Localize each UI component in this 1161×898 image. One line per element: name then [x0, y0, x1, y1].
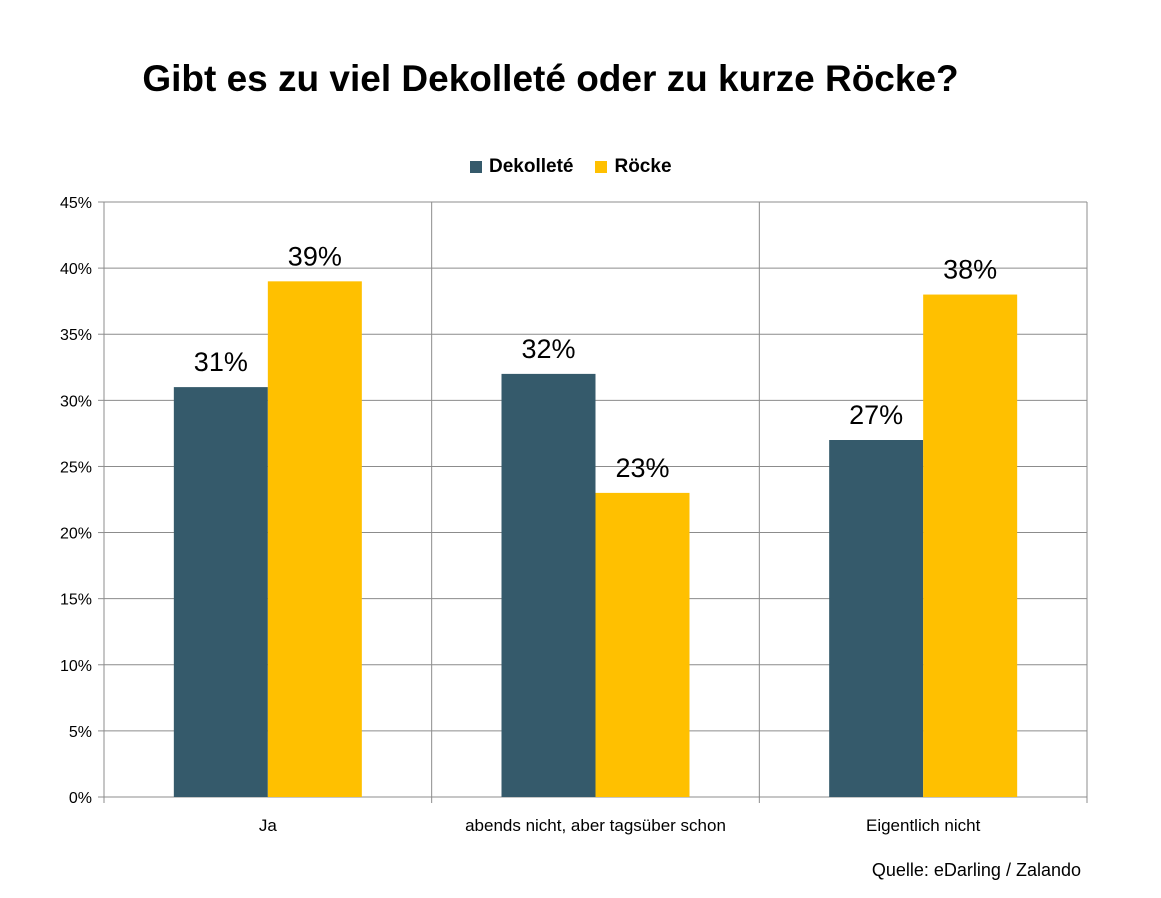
- y-tick-label-15: 15%: [60, 592, 92, 609]
- legend: Dekolleté Röcke: [470, 156, 694, 178]
- x-tick-label-1: Ja: [259, 816, 278, 835]
- legend-swatch-roecke: [595, 161, 608, 173]
- y-tick-label-45: 45%: [60, 195, 92, 212]
- data-label-roecke-1: 39%: [288, 241, 342, 271]
- y-tick-label-35: 35%: [60, 327, 92, 344]
- chart-title-text: Gibt es zu viel Dekolleté oder zu kurze …: [142, 58, 959, 99]
- x-tick-label-2: abends nicht, aber tagsüber schon: [465, 816, 726, 835]
- bar-roecke-2: [595, 492, 690, 797]
- y-tick-label-5: 5%: [69, 724, 92, 741]
- chart-title: Gibt es zu viel Dekolleté oder zu kurze …: [0, 58, 1161, 100]
- legend-label-dekollete: Dekolleté: [489, 156, 574, 177]
- source-note: Quelle: eDarling / Zalando: [871, 860, 1081, 880]
- data-label-dekollete-2: 32%: [521, 334, 575, 364]
- legend-label-roecke: Röcke: [614, 156, 672, 177]
- x-tick-label-3: Eigentlich nicht: [866, 816, 981, 835]
- y-tick-label-20: 20%: [60, 526, 92, 543]
- bar-roecke-1: [267, 281, 362, 797]
- y-tick-label-10: 10%: [60, 658, 92, 675]
- data-label-roecke-2: 23%: [615, 453, 669, 483]
- legend-swatch-dekollete: [470, 161, 482, 173]
- y-tick-label-25: 25%: [60, 459, 92, 476]
- legend-item-roecke: Röcke: [595, 156, 672, 178]
- y-tick-label-30: 30%: [60, 393, 92, 410]
- y-tick-label-40: 40%: [60, 261, 92, 278]
- data-label-dekollete-3: 27%: [849, 400, 903, 430]
- data-label-roecke-3: 38%: [943, 255, 997, 285]
- bar-roecke-3: [923, 294, 1018, 797]
- bar-dekollete-1: [173, 387, 268, 797]
- y-tick-label-0: 0%: [69, 790, 92, 807]
- bar-dekollete-3: [829, 440, 924, 797]
- legend-item-dekollete: Dekolleté: [470, 156, 573, 178]
- bar-dekollete-2: [501, 373, 596, 797]
- data-label-dekollete-1: 31%: [194, 347, 248, 377]
